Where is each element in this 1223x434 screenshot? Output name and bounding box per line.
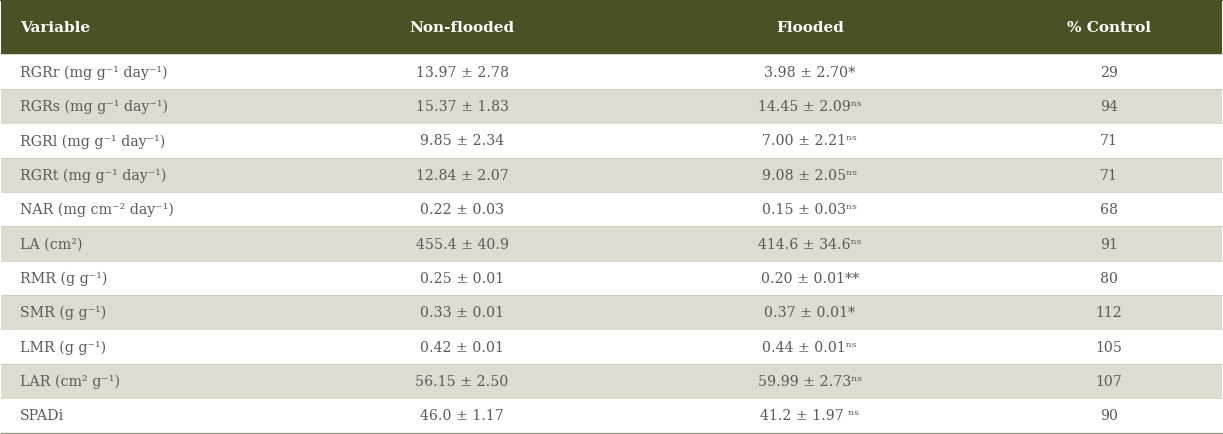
- Text: LA (cm²): LA (cm²): [20, 237, 82, 251]
- Text: 105: 105: [1096, 340, 1123, 354]
- Text: SPADi: SPADi: [20, 408, 64, 422]
- Text: % Control: % Control: [1066, 21, 1151, 35]
- Text: 112: 112: [1096, 306, 1123, 319]
- Bar: [1, 193, 1222, 227]
- Text: 80: 80: [1099, 271, 1118, 285]
- Text: 13.97 ± 2.78: 13.97 ± 2.78: [416, 66, 509, 79]
- Text: Variable: Variable: [20, 21, 89, 35]
- Text: Flooded: Flooded: [775, 21, 844, 35]
- Bar: [1, 261, 1222, 296]
- Text: RGRs (mg g⁻¹ day⁻¹): RGRs (mg g⁻¹ day⁻¹): [20, 99, 168, 114]
- Bar: [1, 158, 1222, 193]
- Text: 0.42 ± 0.01: 0.42 ± 0.01: [419, 340, 504, 354]
- Text: RMR (g g⁻¹): RMR (g g⁻¹): [20, 271, 108, 286]
- Bar: [1, 227, 1222, 261]
- Text: 0.15 ± 0.03ⁿˢ: 0.15 ± 0.03ⁿˢ: [762, 203, 857, 217]
- Text: LAR (cm² g⁻¹): LAR (cm² g⁻¹): [20, 374, 120, 388]
- Text: 414.6 ± 34.6ⁿˢ: 414.6 ± 34.6ⁿˢ: [758, 237, 861, 251]
- Text: 90: 90: [1099, 408, 1118, 422]
- Bar: [1, 364, 1222, 398]
- Bar: [624, 1, 996, 55]
- Text: 15.37 ± 1.83: 15.37 ± 1.83: [416, 100, 509, 114]
- Text: LMR (g g⁻¹): LMR (g g⁻¹): [20, 340, 106, 354]
- Bar: [1, 330, 1222, 364]
- Text: 12.84 ± 2.07: 12.84 ± 2.07: [416, 168, 509, 182]
- Text: RGRr (mg g⁻¹ day⁻¹): RGRr (mg g⁻¹ day⁻¹): [20, 65, 168, 79]
- Bar: [996, 1, 1222, 55]
- Text: 68: 68: [1099, 203, 1118, 217]
- Text: 107: 107: [1096, 374, 1123, 388]
- Text: 3.98 ± 2.70*: 3.98 ± 2.70*: [764, 66, 855, 79]
- Text: 0.33 ± 0.01: 0.33 ± 0.01: [419, 306, 504, 319]
- Text: 94: 94: [1099, 100, 1118, 114]
- Text: 455.4 ± 40.9: 455.4 ± 40.9: [416, 237, 509, 251]
- Text: Non-flooded: Non-flooded: [410, 21, 515, 35]
- Bar: [1, 1, 301, 55]
- Bar: [301, 1, 624, 55]
- Text: SMR (g g⁻¹): SMR (g g⁻¹): [20, 306, 106, 320]
- Text: RGRt (mg g⁻¹ day⁻¹): RGRt (mg g⁻¹ day⁻¹): [20, 168, 166, 183]
- Text: 41.2 ± 1.97 ⁿˢ: 41.2 ± 1.97 ⁿˢ: [761, 408, 860, 422]
- Text: 46.0 ± 1.17: 46.0 ± 1.17: [421, 408, 504, 422]
- Text: 56.15 ± 2.50: 56.15 ± 2.50: [416, 374, 509, 388]
- Bar: [1, 89, 1222, 124]
- Bar: [1, 398, 1222, 433]
- Text: 0.20 ± 0.01**: 0.20 ± 0.01**: [761, 271, 859, 285]
- Text: 91: 91: [1099, 237, 1118, 251]
- Text: 0.44 ± 0.01ⁿˢ: 0.44 ± 0.01ⁿˢ: [762, 340, 857, 354]
- Text: 9.08 ± 2.05ⁿˢ: 9.08 ± 2.05ⁿˢ: [762, 168, 857, 182]
- Bar: [1, 296, 1222, 330]
- Text: NAR (mg cm⁻² day⁻¹): NAR (mg cm⁻² day⁻¹): [20, 203, 174, 217]
- Text: 7.00 ± 2.21ⁿˢ: 7.00 ± 2.21ⁿˢ: [762, 134, 857, 148]
- Text: 71: 71: [1099, 134, 1118, 148]
- Text: RGRl (mg g⁻¹ day⁻¹): RGRl (mg g⁻¹ day⁻¹): [20, 134, 165, 148]
- Text: 29: 29: [1099, 66, 1118, 79]
- Text: 0.22 ± 0.03: 0.22 ± 0.03: [419, 203, 504, 217]
- Text: 59.99 ± 2.73ⁿˢ: 59.99 ± 2.73ⁿˢ: [758, 374, 862, 388]
- Bar: [1, 55, 1222, 89]
- Text: 14.45 ± 2.09ⁿˢ: 14.45 ± 2.09ⁿˢ: [758, 100, 862, 114]
- Text: 0.37 ± 0.01*: 0.37 ± 0.01*: [764, 306, 855, 319]
- Text: 0.25 ± 0.01: 0.25 ± 0.01: [419, 271, 504, 285]
- Text: 9.85 ± 2.34: 9.85 ± 2.34: [419, 134, 504, 148]
- Text: 71: 71: [1099, 168, 1118, 182]
- Bar: [1, 124, 1222, 158]
